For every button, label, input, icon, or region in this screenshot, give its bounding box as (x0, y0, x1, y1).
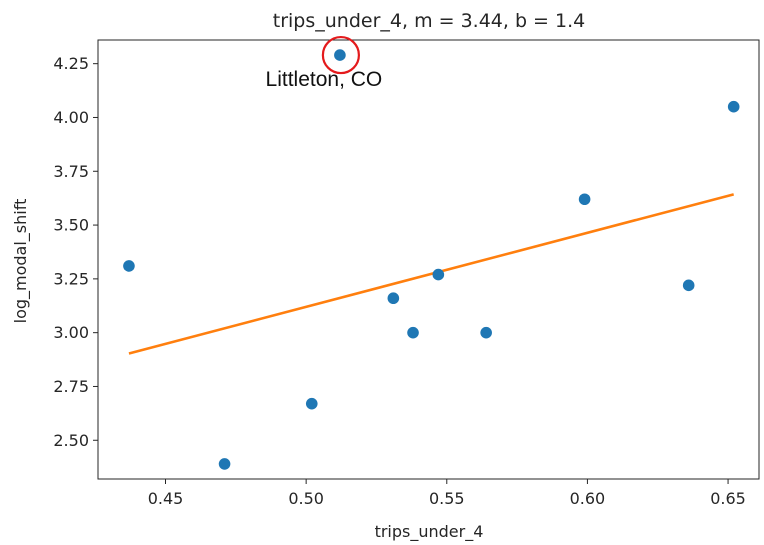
y-tick-label: 4.25 (53, 54, 89, 73)
data-point (432, 268, 445, 281)
y-tick-label: 3.25 (53, 269, 89, 288)
data-point (682, 279, 695, 292)
annotation-label: Littleton, CO (266, 68, 383, 91)
x-tick-label: 0.50 (288, 489, 324, 508)
highlight-circle (321, 35, 360, 75)
x-tick-label: 0.60 (570, 489, 606, 508)
x-tick-label: 0.45 (148, 489, 184, 508)
data-point (727, 100, 740, 113)
y-axis-label: log_modal_shift (11, 199, 31, 324)
x-tick-label: 0.65 (710, 489, 746, 508)
data-point (334, 49, 346, 61)
y-tick-label: 3.75 (53, 162, 89, 181)
plot-frame (97, 39, 760, 480)
plot-area: 0.45 0.50 0.55 0.60 0.65 2.50 2.75 3.00 3.25 3.50… (53, 35, 760, 508)
fit-line (128, 193, 735, 355)
y-tick-label: 4.00 (53, 108, 89, 127)
data-point (305, 397, 318, 410)
data-point (407, 326, 419, 339)
data-point (480, 326, 492, 339)
chart-title: trips_under_4, m = 3.44, b = 1.4 (273, 10, 585, 32)
data-point (218, 458, 231, 470)
y-tick-label: 3.00 (53, 323, 89, 342)
y-tick-label: 2.50 (53, 431, 89, 450)
x-axis-label: trips_under_4 (375, 522, 484, 542)
y-tick-label: 2.75 (53, 377, 89, 396)
y-tick-label: 3.50 (53, 216, 89, 235)
x-tick-label: 0.55 (429, 489, 465, 508)
data-point (387, 292, 400, 305)
data-point (123, 260, 135, 272)
data-point (578, 193, 591, 206)
